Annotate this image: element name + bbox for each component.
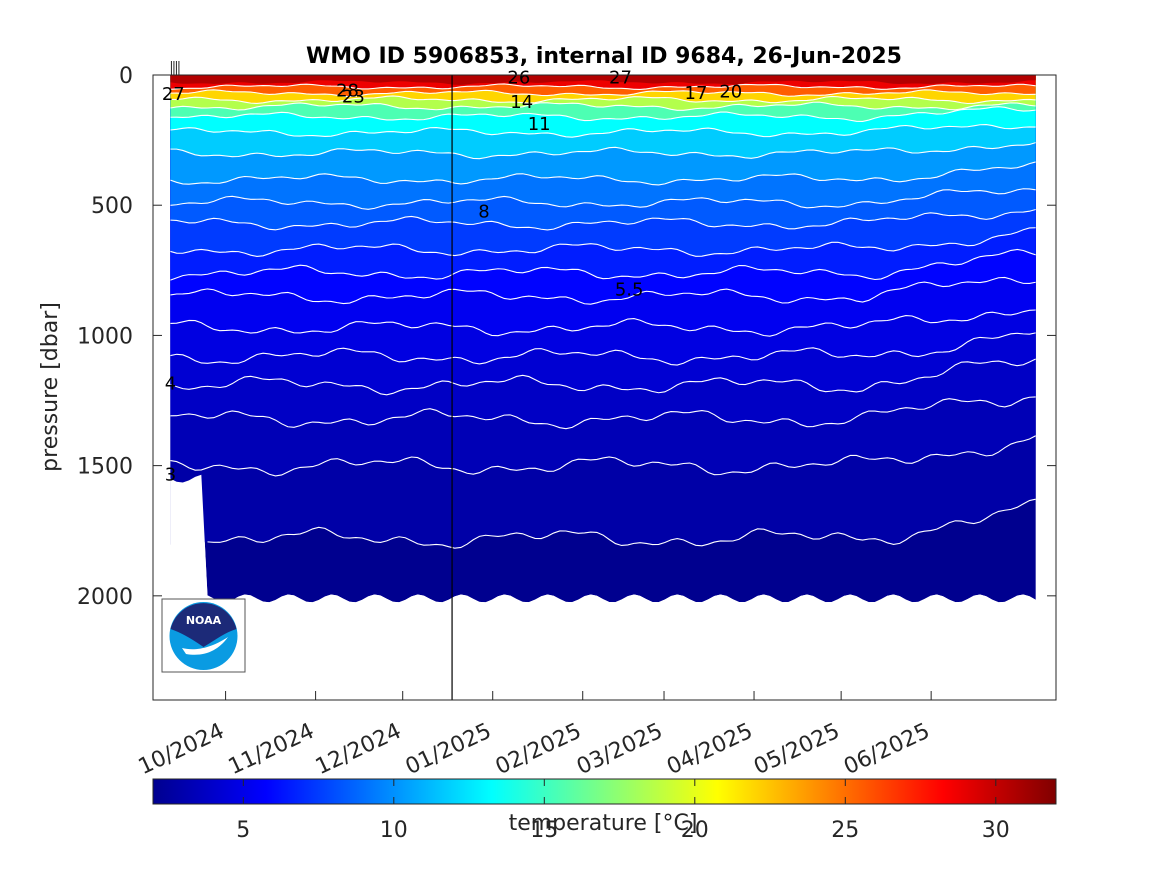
isotherm-8.8 xyxy=(170,188,1036,210)
noaa-logo: NOAA xyxy=(161,598,246,673)
contour-label-8: 20 xyxy=(719,82,742,103)
contour-label-10: 5.5 xyxy=(615,280,644,301)
plot-frame xyxy=(152,74,1057,701)
contour-label-0: 27 xyxy=(162,84,185,105)
contour-label-7: 17 xyxy=(685,83,708,104)
colorbar-label: temperature [°C] xyxy=(509,811,698,836)
contour-label-4: 14 xyxy=(510,92,533,113)
logo-disc-top xyxy=(170,603,237,647)
cbar-tick-label-4: 25 xyxy=(831,818,859,843)
isotherm-6.2 xyxy=(170,248,1036,281)
isotherm-27 xyxy=(170,83,1036,91)
isotherm-7 xyxy=(170,227,1036,257)
logo-text: NOAA xyxy=(186,614,222,627)
x-tick-label-5: 03/2025 xyxy=(573,719,666,780)
isotherm-17 xyxy=(170,101,1036,111)
contour-label-9: 8 xyxy=(478,201,489,222)
cbar-tick-label-0: 5 xyxy=(236,818,250,843)
surface-warm-segment-0 xyxy=(170,75,853,81)
isotherm-20 xyxy=(170,95,1036,105)
y-tick-label-2: 1000 xyxy=(77,324,133,349)
x-tick-label-4: 02/2025 xyxy=(492,719,585,780)
colorbar-ticks: 5 10 15 20 25 30 xyxy=(236,779,1010,843)
contour-label-1: 28 xyxy=(336,80,359,101)
isotherm-11 xyxy=(170,142,1036,160)
chart-title: WMO ID 5906853, internal ID 9684, 26-Jun… xyxy=(306,44,902,69)
isotherm-12.5 xyxy=(170,123,1036,138)
contour-label-3: 26 xyxy=(507,67,530,88)
isotherm-5.5 xyxy=(170,276,1036,305)
contour-label-12: 3 xyxy=(165,464,176,485)
isotherm-24 xyxy=(170,89,1036,98)
isotherm-14 xyxy=(170,106,1036,122)
x-tick-label-0: 10/2024 xyxy=(135,719,228,780)
contour-label-11: 4 xyxy=(165,373,176,394)
x-tick-label-3: 01/2025 xyxy=(402,719,495,780)
x-tick-label-1: 11/2024 xyxy=(225,719,318,780)
isotherm-lines xyxy=(170,83,1036,549)
x-tick-label-7: 05/2025 xyxy=(750,719,843,780)
isotherm-9.5 xyxy=(170,161,1036,186)
y-axis: 0 500 1000 1500 2000 xyxy=(77,64,1056,610)
y-tick-label-3: 1500 xyxy=(77,455,133,480)
contour-label-2: 23 xyxy=(342,86,365,107)
isotherm-4.5 xyxy=(170,332,1036,366)
y-tick-label-4: 2000 xyxy=(77,585,133,610)
surface-warm-segment-1 xyxy=(980,75,1036,81)
cbar-tick-label-2: 15 xyxy=(530,818,558,843)
isotherm-4 xyxy=(170,358,1036,396)
cbar-tick-label-5: 30 xyxy=(982,818,1010,843)
y-tick-label-1: 500 xyxy=(91,194,133,219)
cbar-tick-label-3: 20 xyxy=(681,818,709,843)
isotherm-5 xyxy=(170,309,1036,337)
contour-label-5: 11 xyxy=(528,114,551,135)
isotherm-8 xyxy=(170,208,1036,231)
no-data-mask xyxy=(170,474,1036,700)
logo-gull xyxy=(182,637,228,655)
x-tick-label-6: 04/2025 xyxy=(663,719,756,780)
isotherm-3.6 xyxy=(170,396,1036,430)
y-tick-label-0: 0 xyxy=(119,64,133,89)
x-tick-label-8: 06/2025 xyxy=(840,719,933,780)
isotherm-3 xyxy=(170,435,1036,477)
y-axis-label: pressure [dbar] xyxy=(38,302,63,472)
x-tick-label-2: 12/2024 xyxy=(312,719,405,780)
colorbar xyxy=(152,778,1057,805)
cbar-tick-label-1: 10 xyxy=(380,818,408,843)
isotherm-2.6 xyxy=(207,498,1036,549)
temperature-fill xyxy=(170,75,1036,700)
contour-label-6: 27 xyxy=(609,67,632,88)
